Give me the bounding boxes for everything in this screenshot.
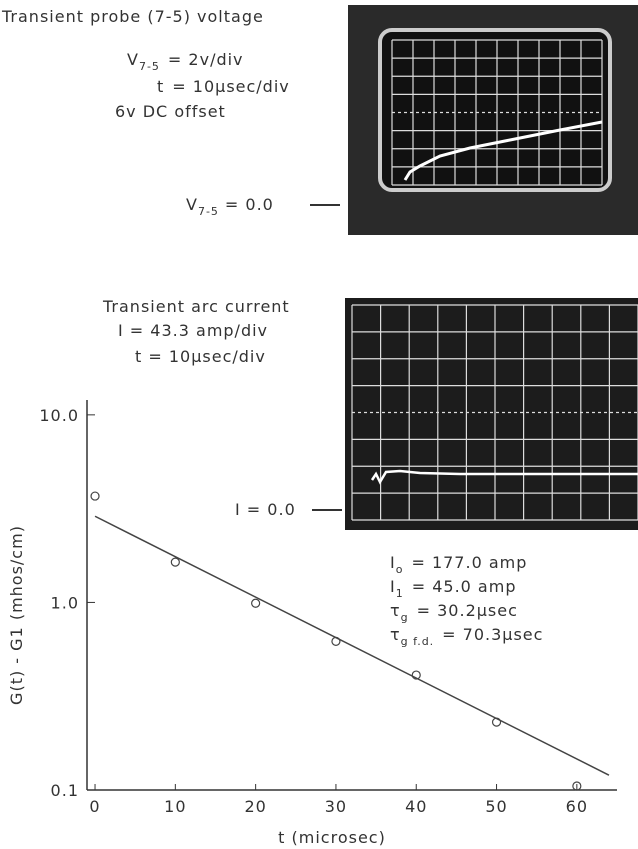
fit-line — [95, 516, 609, 775]
probe-v-scale: V7-5= 2v/div — [127, 50, 244, 73]
data-point — [252, 599, 260, 607]
current-t-scale: t = 10µsec/div — [135, 347, 266, 366]
parameter: τg = 30.2µsec — [390, 601, 518, 624]
x-tick-label: 20 — [244, 797, 266, 816]
parameter: τg f.d. = 70.3µsec — [390, 625, 543, 648]
y-axis-label: G(t) - G1 (mhos/cm) — [7, 525, 26, 705]
param-value: = 70.3µsec — [442, 625, 543, 644]
param-symbol: τ — [390, 625, 401, 644]
x-axis-label: t (microsec) — [278, 828, 386, 847]
y-tick-label: 10.0 — [39, 406, 79, 425]
param-symbol: τ — [390, 601, 401, 620]
param-sub: o — [396, 563, 404, 576]
x-tick-label: 0 — [89, 797, 100, 816]
figure: Transient probe (7-5) voltage V7-5= 2v/d… — [0, 0, 638, 849]
data-point — [332, 637, 340, 645]
current-title: Transient arc current — [102, 297, 290, 316]
probe-photo — [348, 5, 638, 235]
param-sub: g f.d. — [401, 635, 435, 648]
param-value: = 45.0 amp — [412, 577, 517, 596]
data-point — [91, 492, 99, 500]
probe-t-scale: t= 10µsec/div — [157, 77, 290, 96]
current-i-scale: I = 43.3 amp/div — [118, 321, 268, 340]
x-tick-label: 60 — [566, 797, 588, 816]
parameter: I1= 45.0 amp — [390, 577, 516, 600]
param-sub: g — [401, 611, 409, 624]
data-point — [171, 558, 179, 566]
probe-zero: V7-5= 0.0 — [186, 195, 274, 218]
y-tick-label: 0.1 — [51, 781, 79, 800]
param-value: = 30.2µsec — [417, 601, 518, 620]
x-tick-label: 40 — [405, 797, 427, 816]
y-tick-label: 1.0 — [51, 593, 79, 612]
param-value: = 177.0 amp — [411, 553, 527, 572]
x-tick-label: 10 — [164, 797, 186, 816]
param-sub: 1 — [396, 587, 404, 600]
current-zero: I = 0.0 — [235, 500, 296, 519]
x-tick-label: 50 — [485, 797, 507, 816]
current-photo — [345, 298, 638, 530]
parameter: Io= 177.0 amp — [390, 553, 527, 576]
probe-title: Transient probe (7-5) voltage — [1, 7, 264, 26]
probe-offset: 6v DC offset — [115, 102, 226, 121]
x-tick-label: 30 — [325, 797, 347, 816]
